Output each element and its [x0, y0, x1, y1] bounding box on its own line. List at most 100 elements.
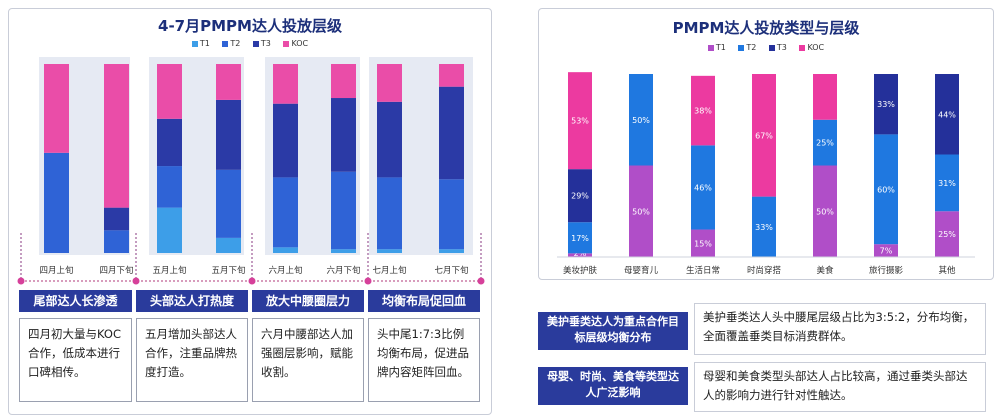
timeline-marker [248, 277, 256, 285]
bar-segment-t3-8 [439, 86, 464, 180]
right-chart-panel: PMPM达人投放类型与层级 T1 T2 T3 KOC 2% 17% 29% 53% 美妆… [538, 8, 994, 280]
bar-segment-t2-6 [874, 134, 898, 245]
bar-segment-koc-2 [104, 64, 129, 208]
x-tick-label: 旅行摄影 [869, 265, 904, 276]
bar-segment-t1-5 [813, 165, 837, 257]
x-tick-label: 美妆护肤 [563, 265, 598, 276]
bar-segment-t1-2 [629, 165, 653, 257]
left-chart-title: 4-7月PMPM达人投放层级 [158, 17, 342, 35]
legend-item-koc: KOC [799, 43, 824, 52]
bar-segment-t1-3 [157, 207, 182, 253]
legend-item-t3: T3 [768, 43, 787, 52]
bar-segment-koc-6 [331, 64, 356, 99]
bar-segment-t2-7 [377, 177, 402, 250]
group-description-2: 五月增加头部达人合作，注重品牌热度打造。 [136, 318, 248, 402]
bar-segment-t1-6 [331, 249, 356, 253]
right-chart-title: PMPM达人投放类型与层级 [672, 19, 860, 37]
x-tick-label: 六月上旬 [268, 265, 302, 276]
x-tick-label: 五月下旬 [211, 265, 245, 276]
x-tick-label: 六月下旬 [326, 265, 360, 276]
group-label-1: 尾部达人长渗透 [19, 290, 132, 312]
note-tag-2: 母婴、时尚、美食等类型达人广泛影响 [538, 367, 688, 405]
bar-segment-t3-6 [874, 74, 898, 135]
x-tick-label: 五月上旬 [152, 265, 186, 276]
x-tick-label: 美食 [816, 265, 834, 276]
bar-segment-koc-1 [44, 64, 69, 153]
legend-item-t1: T1 [707, 43, 726, 52]
timeline-marker [364, 277, 372, 285]
x-tick-label: 七月下旬 [434, 265, 468, 276]
group-description-4: 头中尾1:7:3比例均衡布局，促进品牌内容矩阵回血。 [368, 318, 480, 402]
bar-segment-t3-2 [104, 207, 129, 231]
bar-segment-t1-7 [935, 211, 959, 257]
data-label: 31% [938, 179, 956, 188]
x-tick-label: 生活日常 [686, 265, 720, 276]
group-description-3: 六月中腰部达人加强圈层影响，赋能收割。 [252, 318, 364, 402]
x-tick-label: 四月上旬 [39, 265, 73, 276]
bar-segment-koc-7 [377, 64, 402, 102]
data-label: 33% [877, 100, 895, 109]
bar-segment-t1-5 [273, 247, 298, 253]
legend-item-t3: T3 [252, 39, 271, 48]
legend-item-t2: T2 [222, 39, 240, 48]
bar-segment-t1-7 [377, 249, 402, 253]
bar-segment-t1-8 [439, 249, 464, 253]
bar-segment-t1-3 [691, 229, 715, 257]
note-text-1: 美护垂类达人头中腰尾层级占比为3:5:2，分布均衡，全面覆盖垂类目标消费群体。 [694, 303, 986, 355]
left-chart-legend: T1 T2 T3 KOC [9, 39, 491, 48]
bar-segment-t2-8 [439, 179, 464, 250]
bar-segment-t2-5 [813, 119, 837, 166]
timeline-marker [17, 277, 25, 285]
note-tag-1: 美护垂类达人为重点合作目标层级均衡分布 [538, 312, 688, 350]
bar-segment-t2-1 [44, 152, 69, 253]
right-chart-legend: T1 T2 T3 KOC [539, 43, 993, 52]
data-label: 67% [755, 131, 773, 140]
bar-segment-koc-5 [813, 74, 837, 120]
data-label: 50% [816, 207, 834, 216]
left-chart-panel: 4-7月PMPM达人投放层级 T1 T2 T3 KOC 四月上旬 四月下旬 五月上旬… [8, 8, 492, 415]
bar-segment-t3-3 [157, 118, 182, 167]
note-text-2: 母婴和美食类型头部达人占比较高，通过垂类头部达人的影响力进行针对性触达。 [694, 362, 986, 412]
bar-segment-t3-1 [568, 169, 592, 223]
data-label: 50% [632, 207, 650, 216]
legend-item-t2: T2 [738, 43, 756, 52]
bar-segment-t2-4 [752, 196, 776, 257]
timeline-marker [477, 277, 485, 285]
bar-segment-t1-6 [874, 244, 898, 257]
bar-segment-t2-3 [691, 145, 715, 230]
group-label-4: 均衡布局促回血 [368, 290, 480, 312]
bar-segment-t1-4 [216, 237, 241, 253]
left-chart-plot: 四月上旬 四月下旬 五月上旬 五月下旬 六月上旬 六月下旬 七月上旬 七月下旬 [17, 57, 485, 285]
data-label: 44% [938, 110, 956, 119]
bar-segment-koc-1 [568, 72, 592, 170]
bar-segment-t2-7 [935, 154, 959, 212]
bar-segment-koc-3 [157, 64, 182, 119]
bar-segment-t2-2 [104, 230, 129, 253]
bar-segment-koc-3 [691, 75, 715, 146]
group-label-3: 放大中腰圈层力 [252, 290, 364, 312]
data-label: 38% [694, 107, 712, 116]
bar-segment-t2-5 [273, 177, 298, 248]
bar-segment-t3-7 [935, 74, 959, 155]
data-label: 15% [694, 239, 712, 248]
bar-segment-koc-4 [752, 74, 776, 197]
bar-segment-t3-6 [331, 98, 356, 172]
bar-segment-t3-7 [377, 101, 402, 178]
right-chart-plot: 2% 17% 29% 53% 美妆护肤 50% 50% 母婴育儿 15% 46% 38% 生活日常 33… [557, 72, 975, 276]
x-tick-label: 四月下旬 [99, 265, 133, 276]
x-tick-label: 其他 [938, 265, 956, 276]
bar-segment-t2-4 [216, 169, 241, 238]
data-label: 60% [877, 185, 895, 194]
data-label: 25% [938, 230, 956, 239]
bar-segment-t2-1 [568, 222, 592, 254]
data-label: 2% [574, 249, 587, 258]
bar-segment-koc-8 [439, 64, 464, 87]
bar-segment-koc-5 [273, 64, 298, 104]
bar-segment-t3-5 [273, 103, 298, 178]
x-tick-label: 母婴育儿 [624, 265, 659, 276]
data-label: 53% [571, 117, 589, 126]
data-label: 46% [694, 183, 712, 192]
data-label: 33% [755, 223, 773, 232]
bar-segment-t3-4 [216, 99, 241, 170]
x-tick-label: 七月上旬 [372, 265, 406, 276]
